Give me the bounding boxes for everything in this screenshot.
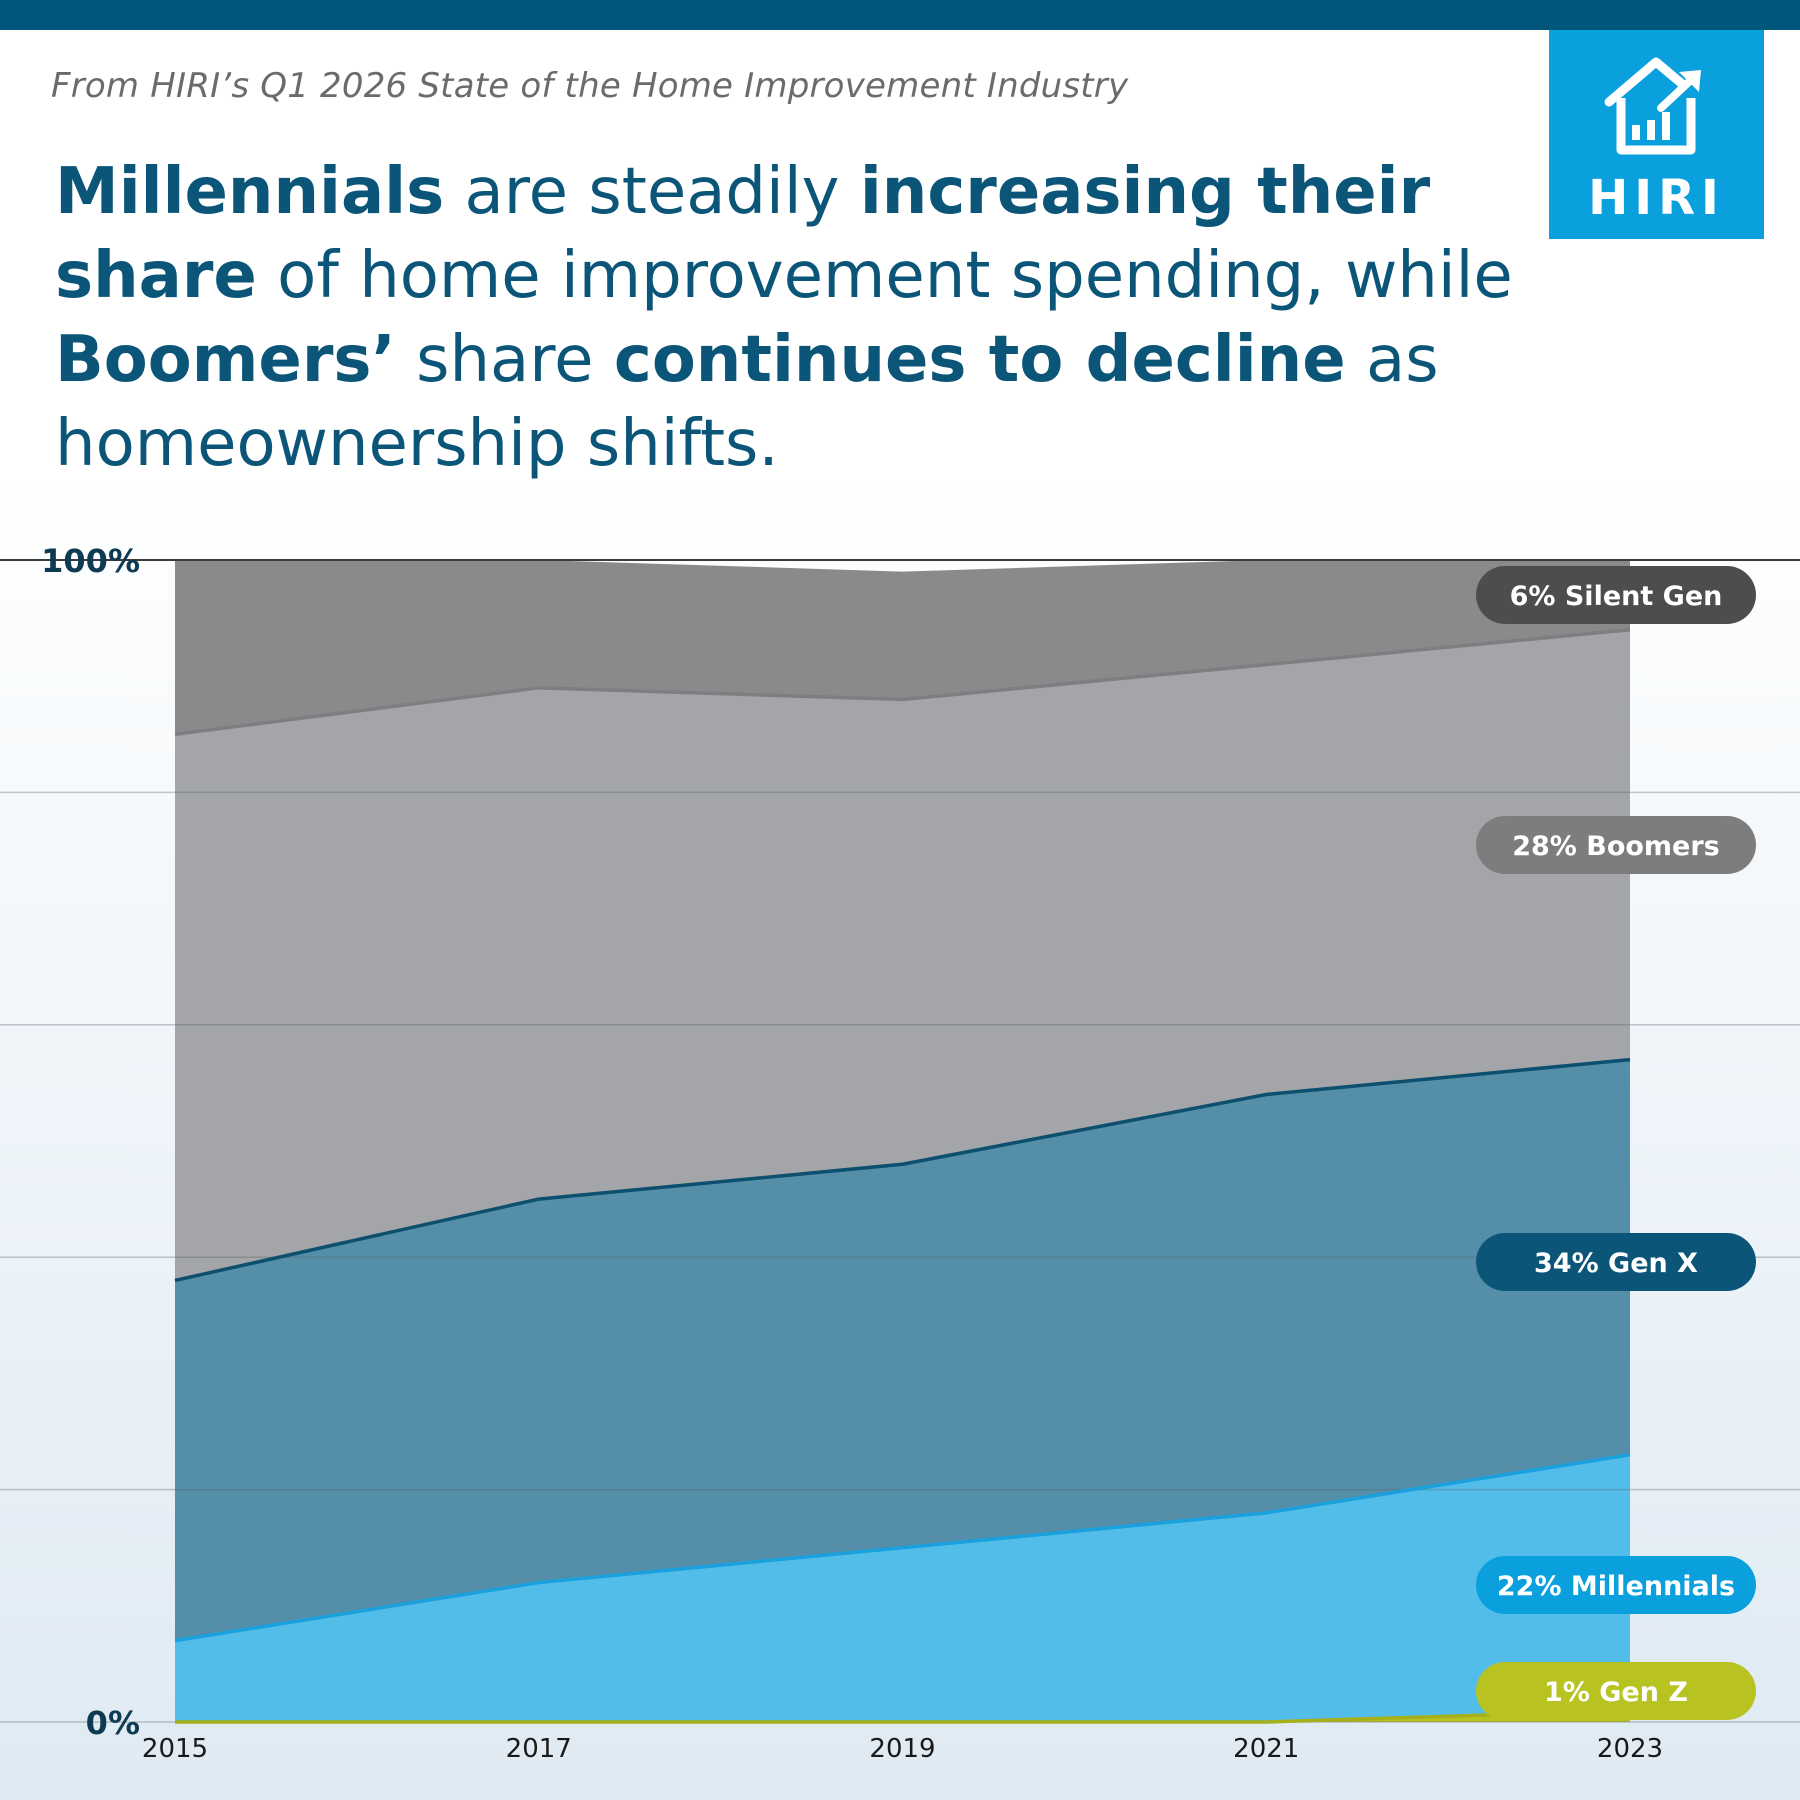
- series-label-pill: [1476, 1233, 1756, 1291]
- series-label-pill: [1476, 1662, 1756, 1720]
- area-silent-gen: [175, 560, 1630, 735]
- x-tick-label: 2021: [1233, 1734, 1299, 1764]
- series-label-pill: [1476, 566, 1756, 624]
- x-tick-label: 2019: [869, 1734, 935, 1764]
- series-label: 22% Millennials: [1497, 1571, 1735, 1602]
- headline-part: as homeownership shifts.: [55, 323, 1439, 481]
- series-label-pill: [1476, 1556, 1756, 1614]
- series-label-pill: [1476, 816, 1756, 874]
- x-tick-label: 2017: [506, 1734, 572, 1764]
- area-boomers: [175, 629, 1630, 1281]
- area-gen-z: [175, 1710, 1630, 1722]
- headline-part: increasing their share: [55, 155, 1431, 313]
- area-gen-x: [175, 1059, 1630, 1641]
- x-tick-label: 2023: [1597, 1734, 1663, 1764]
- series-line-gen-z: [175, 1708, 1631, 1724]
- headline-part: continues to decline: [613, 323, 1346, 397]
- series-line-millennials: [174, 1453, 1631, 1643]
- series-line-boomers: [174, 627, 1631, 737]
- hiri-logo: HIRI: [1549, 30, 1764, 239]
- x-tick-label: 2015: [142, 1734, 208, 1764]
- source-line: From HIRI’s Q1 2026 State of the Home Im…: [51, 66, 1129, 106]
- headline-part: are steadily: [444, 155, 860, 229]
- house-growth-icon: [1604, 57, 1701, 155]
- headline-part: Millennials: [55, 155, 445, 229]
- headline-part: share: [395, 323, 614, 397]
- series-label: 28% Boomers: [1512, 831, 1720, 862]
- series-label: 1% Gen Z: [1544, 1677, 1688, 1708]
- top-accent-bar: [0, 0, 1800, 30]
- area-millennials: [175, 1454, 1630, 1722]
- headline: Millennials are steadily increasing thei…: [55, 150, 1555, 486]
- series-line-gen-x: [174, 1057, 1631, 1283]
- y-tick-label: 0%: [86, 1704, 140, 1742]
- series-label: 34% Gen X: [1534, 1248, 1698, 1279]
- logo-text: HIRI: [1588, 170, 1725, 226]
- y-tick-label: 100%: [41, 542, 140, 580]
- series-label: 6% Silent Gen: [1510, 581, 1723, 612]
- headline-part: of home improvement spending, while: [256, 239, 1513, 313]
- headline-part: Boomers’: [55, 323, 396, 397]
